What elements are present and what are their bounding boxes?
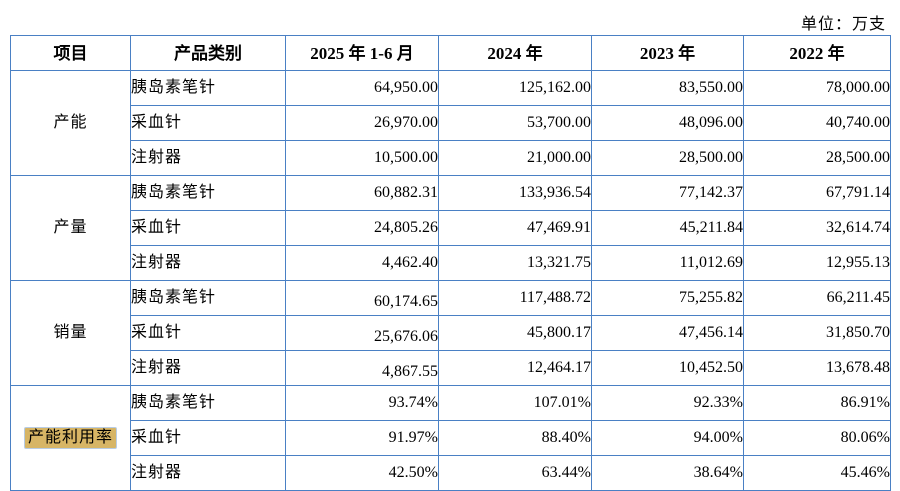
value-cell: 38.64% xyxy=(591,455,744,491)
value-cell: 24,805.26 xyxy=(285,210,439,246)
product-cell: 胰岛素笔针 xyxy=(130,175,286,211)
value-cell: 25,676.06 xyxy=(285,315,439,351)
value-cell: 60,174.65 xyxy=(285,280,439,316)
production-table: 项目 产品类别 2025 年 1-6 月 2024 年 2023 年 2022 … xyxy=(10,35,891,491)
value-cell: 10,500.00 xyxy=(285,140,439,176)
product-cell: 采血针 xyxy=(130,210,286,246)
value-cell: 12,464.17 xyxy=(438,350,592,386)
value-cell: 45,800.17 xyxy=(438,315,592,351)
product-cell: 注射器 xyxy=(130,140,286,176)
col-header-2024: 2024 年 xyxy=(438,35,592,71)
table-row: 注射器 10,500.00 21,000.00 28,500.00 28,500… xyxy=(11,140,891,176)
value-cell: 11,012.69 xyxy=(591,245,744,281)
col-header-2025h1: 2025 年 1-6 月 xyxy=(285,35,439,71)
value-cell: 13,321.75 xyxy=(438,245,592,281)
value-cell: 60,882.31 xyxy=(285,175,439,211)
section-label-capacity: 产能 xyxy=(10,70,131,176)
value-cell: 53,700.00 xyxy=(438,105,592,141)
product-cell: 注射器 xyxy=(130,350,286,386)
table-row: 采血针 24,805.26 47,469.91 45,211.84 32,614… xyxy=(11,210,891,246)
value-cell: 83,550.00 xyxy=(591,70,744,106)
product-cell: 胰岛素笔针 xyxy=(130,70,286,106)
value-cell: 12,955.13 xyxy=(743,245,891,281)
value-cell: 47,469.91 xyxy=(438,210,592,246)
value-cell: 94.00% xyxy=(591,420,744,456)
value-cell: 63.44% xyxy=(438,455,592,491)
product-cell: 注射器 xyxy=(130,245,286,281)
value-cell: 31,850.70 xyxy=(743,315,891,351)
product-cell: 注射器 xyxy=(130,455,286,491)
section-label-utilization: 产能利用率 xyxy=(10,385,131,491)
table-row: 产能 胰岛素笔针 64,950.00 125,162.00 83,550.00 … xyxy=(10,70,891,176)
value-cell: 4,462.40 xyxy=(285,245,439,281)
product-cell: 胰岛素笔针 xyxy=(130,280,286,316)
utilization-highlight: 产能利用率 xyxy=(23,427,117,449)
value-cell: 45.46% xyxy=(743,455,891,491)
unit-label: 单位：万支 xyxy=(800,16,886,33)
col-header-item: 项目 xyxy=(10,35,131,71)
value-cell: 48,096.00 xyxy=(591,105,744,141)
value-cell: 32,614.74 xyxy=(743,210,891,246)
value-cell: 88.40% xyxy=(438,420,592,456)
value-cell: 133,936.54 xyxy=(438,175,592,211)
value-cell: 13,678.48 xyxy=(743,350,891,386)
table-row: 注射器 42.50% 63.44% 38.64% 45.46% xyxy=(11,455,891,491)
value-cell: 47,456.14 xyxy=(591,315,744,351)
value-cell: 42.50% xyxy=(285,455,439,491)
table-row: 产量 胰岛素笔针 60,882.31 133,936.54 77,142.37 … xyxy=(10,175,891,281)
value-cell: 4,867.55 xyxy=(285,350,439,386)
value-cell: 78,000.00 xyxy=(743,70,891,106)
value-cell: 10,452.50 xyxy=(591,350,744,386)
value-cell: 92.33% xyxy=(591,385,744,421)
table-row: 注射器 4,867.55 12,464.17 10,452.50 13,678.… xyxy=(11,350,891,386)
value-cell: 40,740.00 xyxy=(743,105,891,141)
value-cell: 93.74% xyxy=(285,385,439,421)
col-header-2023: 2023 年 xyxy=(591,35,744,71)
value-cell: 67,791.14 xyxy=(743,175,891,211)
value-cell: 26,970.00 xyxy=(285,105,439,141)
value-cell: 64,950.00 xyxy=(285,70,439,106)
col-header-2022: 2022 年 xyxy=(743,35,891,71)
table-row: 产能利用率 胰岛素笔针 93.74% 107.01% 92.33% 86.91% xyxy=(10,385,891,491)
product-cell: 采血针 xyxy=(130,315,286,351)
table-row: 采血针 26,970.00 53,700.00 48,096.00 40,740… xyxy=(11,105,891,141)
value-cell: 45,211.84 xyxy=(591,210,744,246)
table-row: 注射器 4,462.40 13,321.75 11,012.69 12,955.… xyxy=(11,245,891,281)
table-row: 采血针 25,676.06 45,800.17 47,456.14 31,850… xyxy=(11,315,891,351)
value-cell: 107.01% xyxy=(438,385,592,421)
section-label-sales: 销量 xyxy=(10,280,131,386)
col-header-product-category: 产品类别 xyxy=(130,35,286,71)
value-cell: 91.97% xyxy=(285,420,439,456)
product-cell: 胰岛素笔针 xyxy=(130,385,286,421)
product-cell: 采血针 xyxy=(130,105,286,141)
table-row: 采血针 91.97% 88.40% 94.00% 80.06% xyxy=(11,420,891,456)
header-row: 项目 产品类别 2025 年 1-6 月 2024 年 2023 年 2022 … xyxy=(10,35,891,71)
product-cell: 采血针 xyxy=(130,420,286,456)
value-cell: 66,211.45 xyxy=(743,280,891,316)
value-cell: 86.91% xyxy=(743,385,891,421)
value-cell: 77,142.37 xyxy=(591,175,744,211)
value-cell: 21,000.00 xyxy=(438,140,592,176)
value-cell: 117,488.72 xyxy=(438,280,592,316)
value-cell: 125,162.00 xyxy=(438,70,592,106)
value-cell: 75,255.82 xyxy=(591,280,744,316)
value-cell: 28,500.00 xyxy=(591,140,744,176)
value-cell: 28,500.00 xyxy=(743,140,891,176)
value-cell: 80.06% xyxy=(743,420,891,456)
table-row: 销量 胰岛素笔针 60,174.65 117,488.72 75,255.82 … xyxy=(10,280,891,386)
section-label-output: 产量 xyxy=(10,175,131,281)
